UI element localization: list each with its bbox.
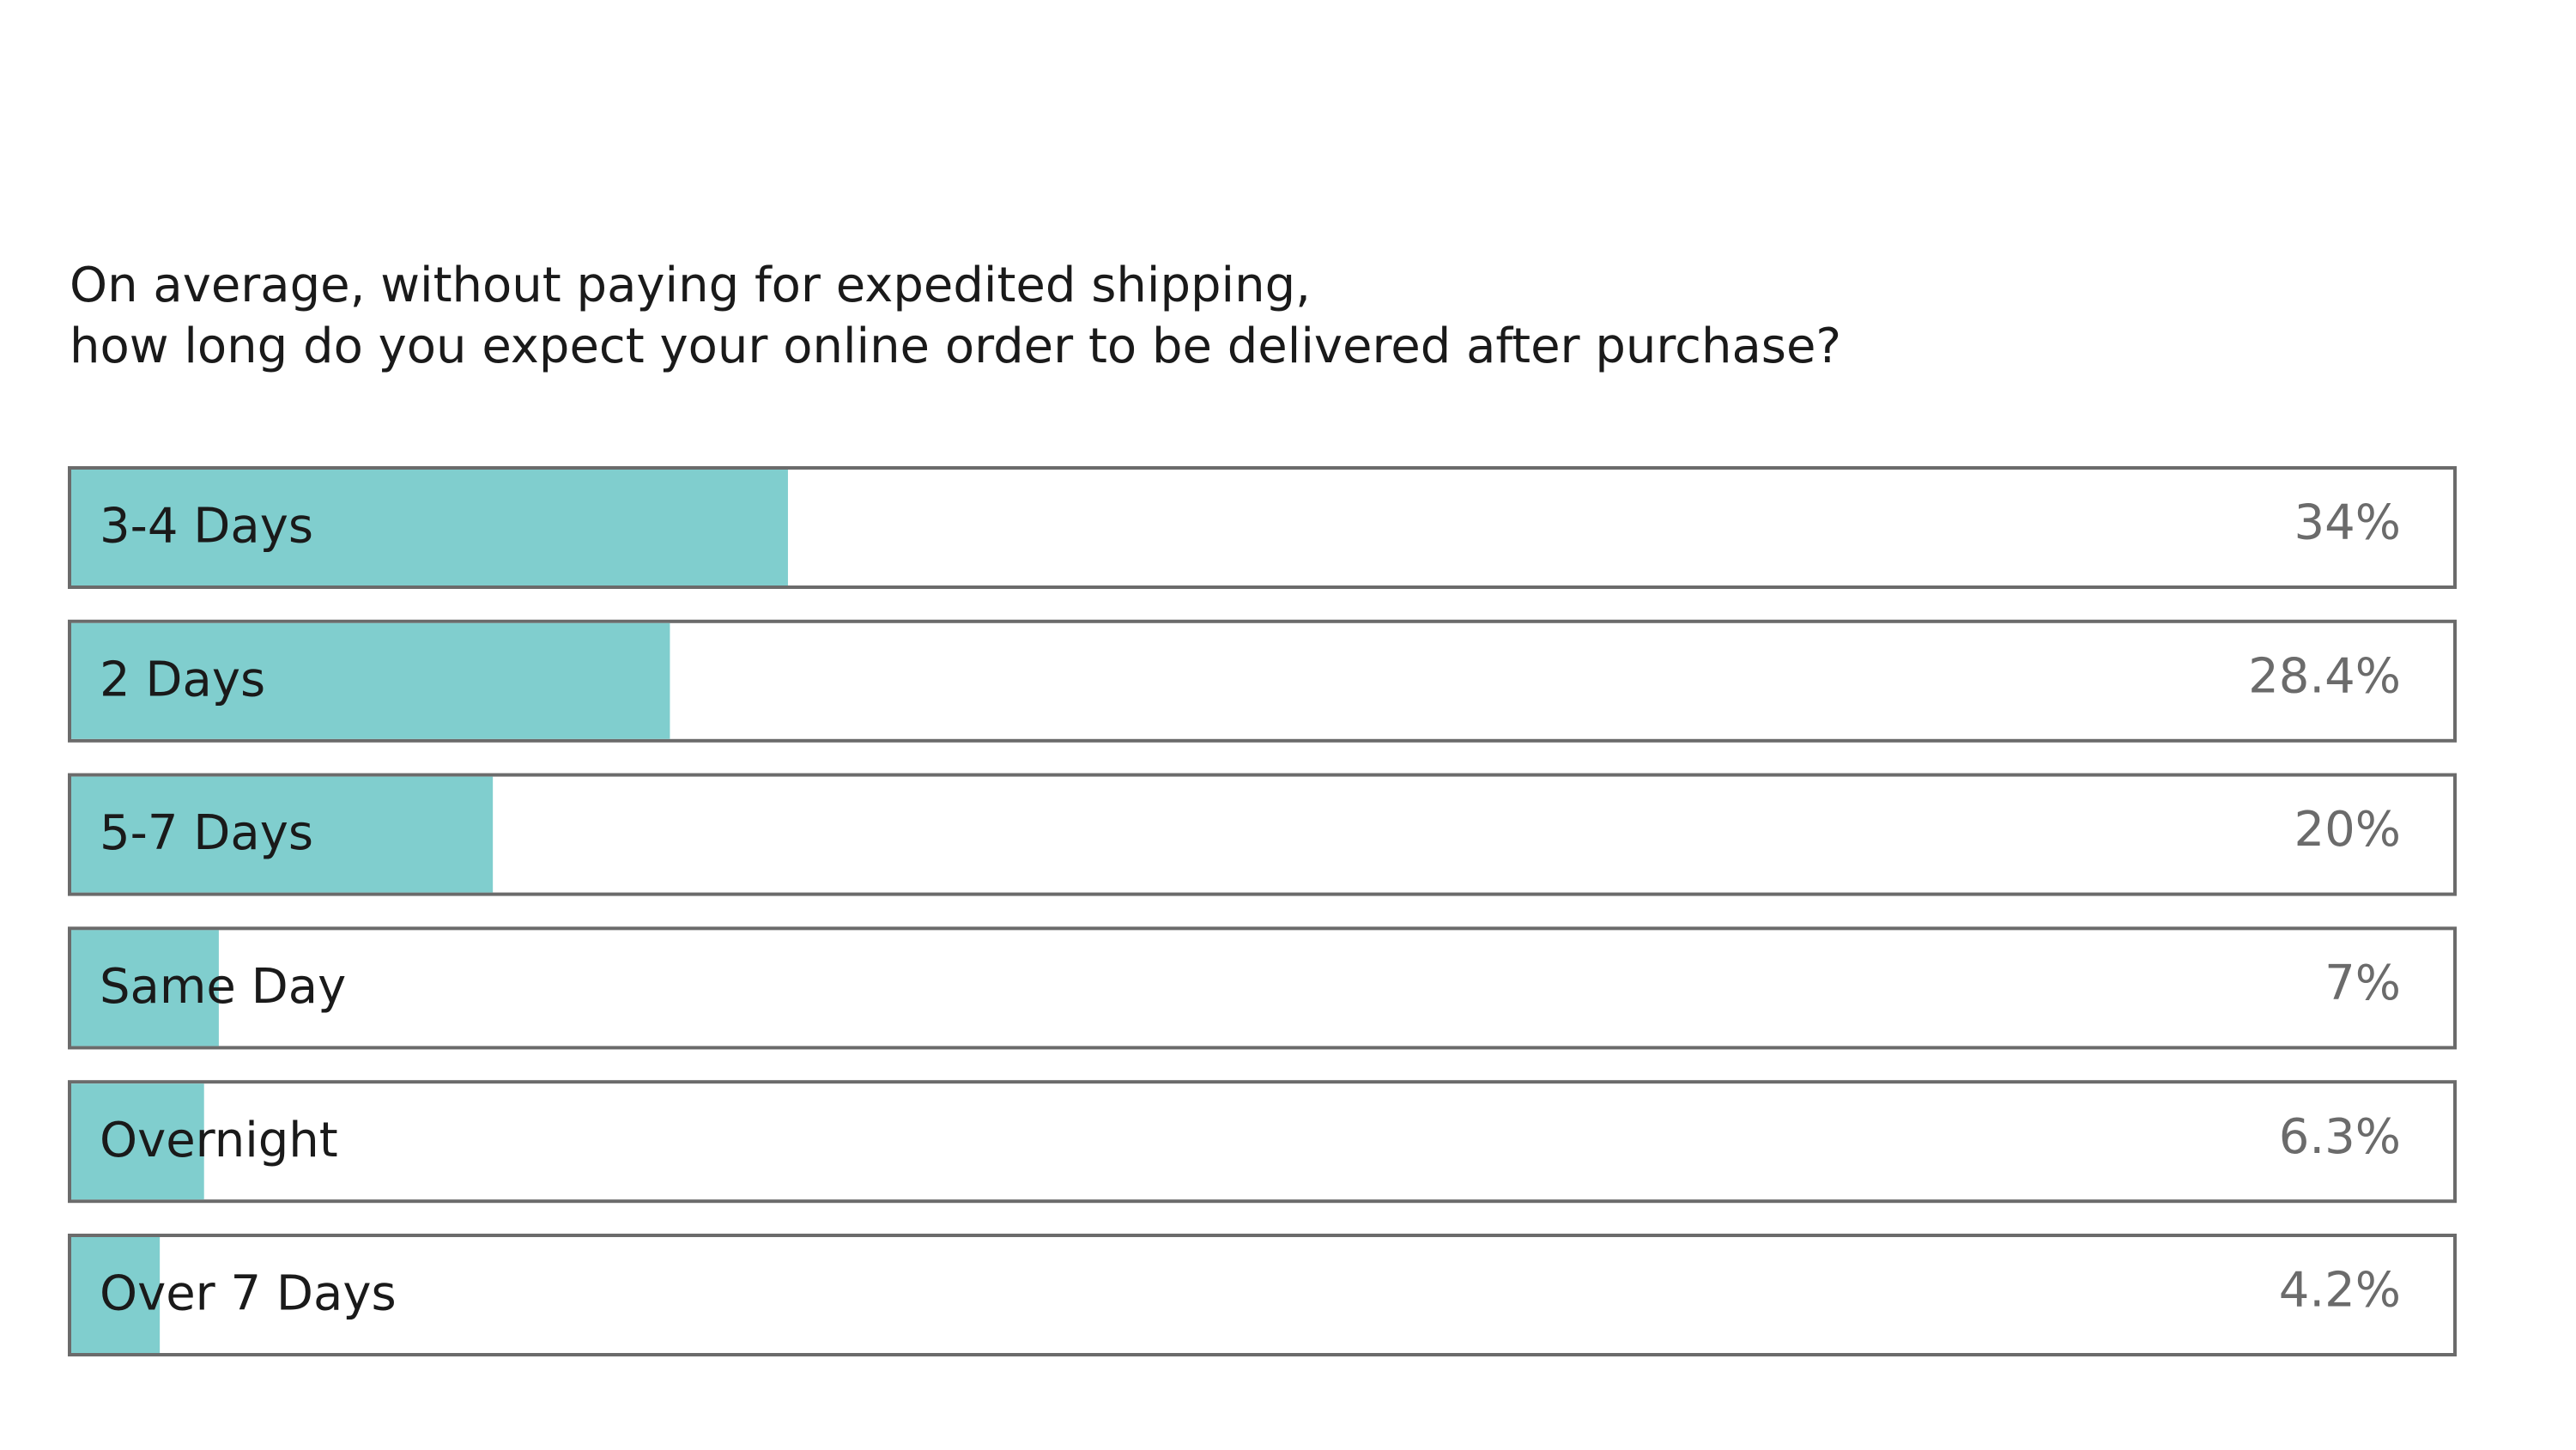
percent-label: 4.2% [2279,1263,2401,1319]
percent-label: 20% [2294,802,2401,858]
percent-label: 7% [2324,956,2401,1011]
option-label: Over 7 Days [100,1266,397,1322]
option-box [68,1080,2457,1204]
bar-fill [71,470,788,585]
bar-fill [71,776,494,893]
percent-label: 34% [2294,495,2401,551]
option-label: 3-4 Days [100,499,313,555]
bar-fill [71,930,219,1047]
bar-fill [71,622,670,739]
option-label: Overnight [100,1113,338,1168]
option-box [68,926,2457,1050]
question-line: On average, without paying for expedited… [70,258,1311,313]
percent-label: 6.3% [2279,1109,2401,1165]
option-label: 5-7 Days [100,805,313,861]
option-label: 2 Days [100,652,265,707]
option-box [68,1234,2457,1356]
option-label: Same Day [100,959,346,1015]
question-line: how long do you expect your online order… [70,319,1841,374]
bar-fill [71,1237,161,1353]
bar-fill [71,1083,204,1200]
percent-label: 28.4% [2248,648,2401,704]
